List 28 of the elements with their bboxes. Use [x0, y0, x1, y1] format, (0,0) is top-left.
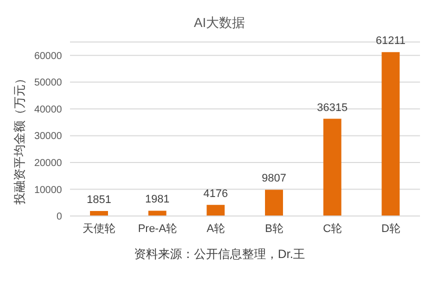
bar	[90, 211, 108, 216]
data-label: 1851	[86, 194, 112, 206]
bar	[148, 210, 166, 216]
data-label: 4176	[203, 188, 228, 200]
y-tick-label: 0	[56, 212, 62, 223]
x-tick-label: B轮	[264, 222, 284, 235]
x-tick-label: Pre-A轮	[138, 222, 178, 235]
x-tick-label: A轮	[206, 222, 226, 235]
data-label: 1981	[145, 194, 170, 206]
y-tick-label: 30000	[34, 131, 62, 142]
data-label: 36315	[317, 102, 348, 114]
bar	[323, 118, 342, 216]
data-label: 9807	[262, 172, 286, 185]
y-tick-label: 20000	[34, 158, 62, 170]
y-tick-label: 10000	[34, 184, 62, 196]
bar	[265, 190, 283, 216]
bar	[206, 204, 225, 216]
x-tick-label: 天使轮	[82, 222, 116, 235]
y-axis-title: 投融资平均金额（万元）	[12, 72, 28, 204]
x-tick-label: C轮	[323, 222, 342, 235]
x-tick-label: D轮	[381, 222, 400, 235]
text: 资料来源：公开信息整理，Dr.王	[132, 246, 306, 263]
chart-title: AI大数据	[192, 14, 246, 32]
y-tick-label: 50000	[34, 78, 62, 89]
data-label: 61211	[376, 35, 406, 48]
bar	[382, 52, 400, 216]
y-tick-label: 60000	[34, 50, 62, 62]
y-tick-label: 40000	[34, 104, 62, 116]
